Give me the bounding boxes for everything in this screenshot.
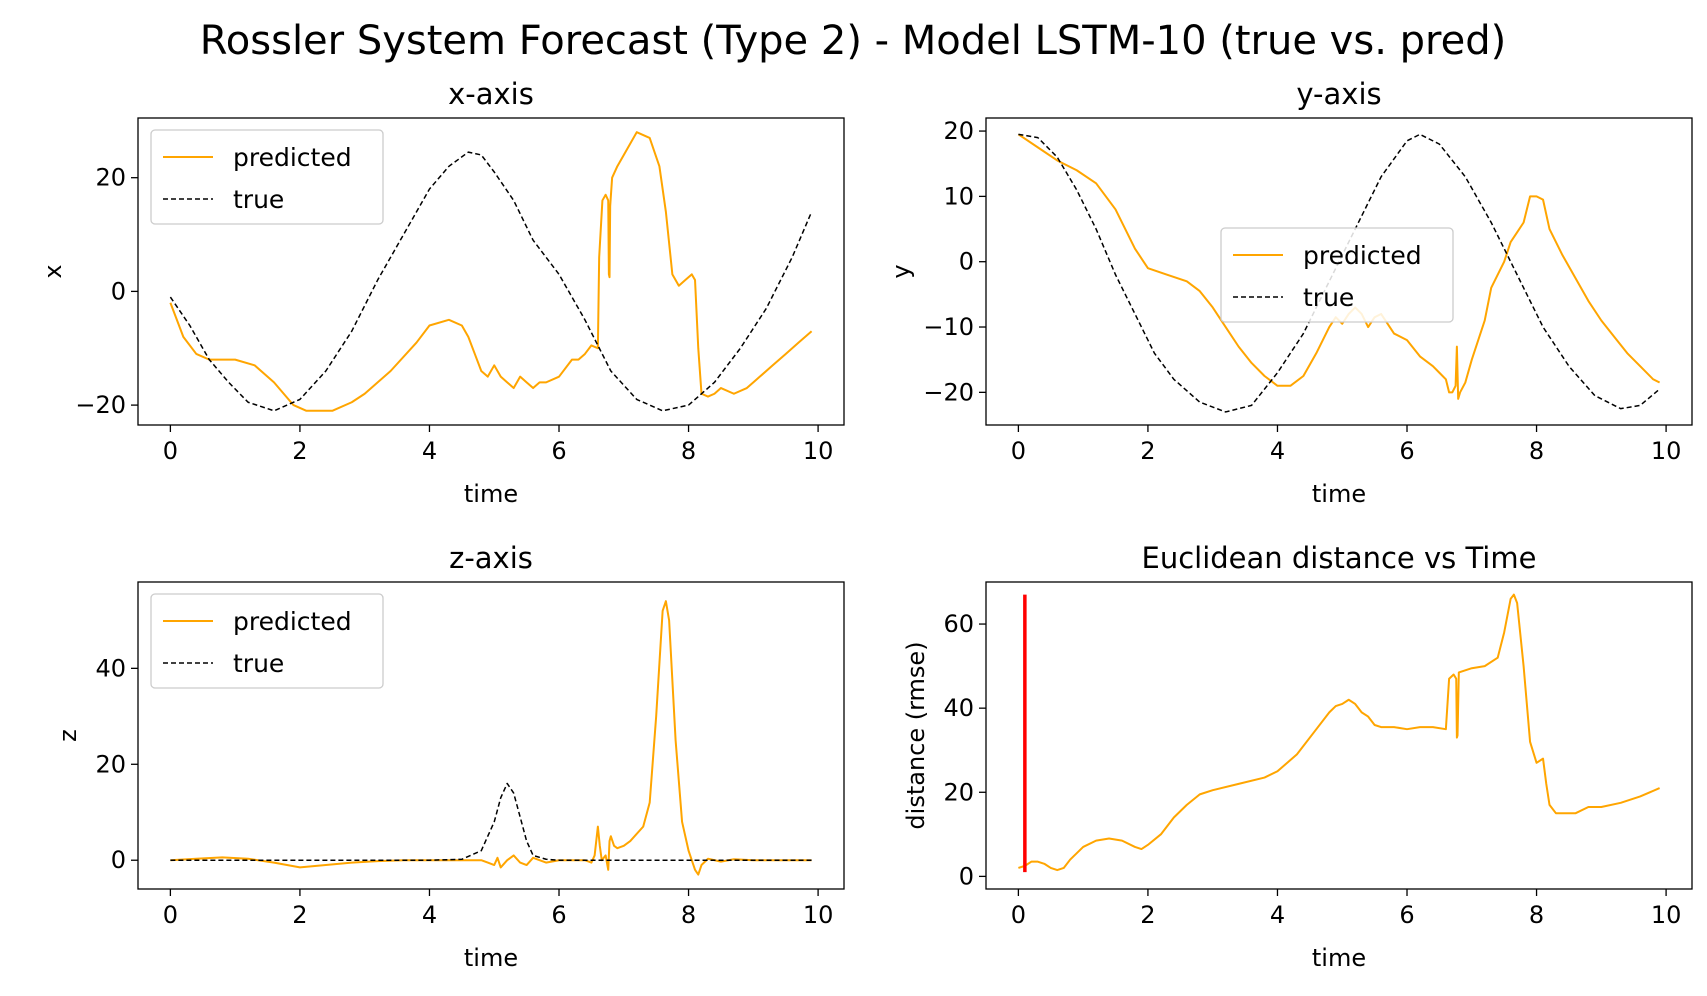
subplot-2: y-axis 0 2 4 6 8 10 −20 −10 0 10 20 time y predicted tr… [887, 77, 1693, 508]
true-series-line [169, 151, 813, 412]
y-tick-label: 60 [943, 610, 974, 638]
y-tick-label: 0 [959, 248, 974, 276]
axes-frame [137, 117, 845, 426]
true-series-line [1018, 133, 1661, 413]
x-tick-label: 6 [1399, 901, 1414, 929]
legend-frame [150, 593, 384, 689]
x-tick-label: 2 [1140, 901, 1155, 929]
x-tick-label: 4 [422, 901, 437, 929]
x-axis-label: time [1312, 480, 1366, 508]
x-tick-label: 6 [551, 437, 566, 465]
x-axis-label: time [464, 944, 518, 972]
y-tick-label: 0 [111, 277, 126, 305]
x-tick-label: 6 [551, 901, 566, 929]
legend-frame [1220, 227, 1454, 323]
x-tick-label: 2 [292, 437, 307, 465]
x-tick-label: 0 [1011, 901, 1026, 929]
x-tick-label: 10 [803, 437, 834, 465]
y-tick-label: 20 [95, 750, 126, 778]
y-axis-label: distance (rmse) [902, 641, 930, 829]
legend-label-true: true [233, 185, 284, 214]
legend-label-predicted: predicted [233, 143, 352, 172]
y-tick-label: 20 [95, 164, 126, 192]
legend-label-true: true [1303, 283, 1354, 312]
subplot-1: x-axis 0 2 4 6 8 10 −20 0 20 time x predicted true [39, 77, 845, 508]
predicted-series-line [1017, 133, 1661, 400]
x-tick-label: 0 [163, 901, 178, 929]
x-tick-label: 10 [1651, 901, 1682, 929]
y-tick-label: 10 [943, 182, 974, 210]
true-series-line [170, 782, 812, 861]
plot-area [169, 131, 813, 412]
distance-series-line [1018, 593, 1661, 872]
x-tick-label: 2 [292, 901, 307, 929]
y-axis-label: z [54, 729, 82, 742]
subplot-4: Euclidean distance vs Time 0 2 4 6 8 10 0 20 40 60… [902, 541, 1693, 972]
subplot-title: y-axis [1296, 77, 1381, 111]
x-tick-label: 10 [1651, 437, 1682, 465]
x-tick-label: 8 [1529, 437, 1544, 465]
x-tick-label: 4 [422, 437, 437, 465]
y-tick-label: 0 [111, 846, 126, 874]
plot-area [170, 600, 812, 876]
x-axis-label: time [464, 480, 518, 508]
y-tick-label: 20 [943, 117, 974, 145]
axes-frame [137, 581, 845, 890]
x-tick-label: 6 [1399, 437, 1414, 465]
legend-label-predicted: predicted [1303, 241, 1422, 270]
x-tick-label: 8 [1529, 901, 1544, 929]
x-tick-label: 8 [681, 437, 696, 465]
subplot-title: x-axis [448, 77, 534, 111]
plot-area [1018, 593, 1661, 872]
x-tick-label: 10 [803, 901, 834, 929]
y-axis-label: x [39, 264, 67, 278]
legend-label-predicted: predicted [233, 607, 352, 636]
legend: predicted true [150, 129, 384, 225]
legend-label-true: true [233, 649, 284, 678]
y-tick-label: 20 [943, 778, 974, 806]
subplot-3: z-axis 0 2 4 6 8 10 0 20 40 time z predicted true [54, 541, 845, 972]
x-tick-label: 8 [681, 901, 696, 929]
y-tick-label: −10 [923, 313, 974, 341]
subplot-title: z-axis [449, 541, 533, 575]
legend-frame [150, 129, 384, 225]
x-tick-label: 4 [1270, 437, 1285, 465]
y-axis-label: y [887, 264, 915, 278]
x-tick-label: 0 [1011, 437, 1026, 465]
y-tick-label: 40 [95, 654, 126, 682]
y-tick-label: 40 [943, 694, 974, 722]
plot-area [1017, 133, 1661, 413]
legend: predicted true [1220, 227, 1454, 323]
subplot-title: Euclidean distance vs Time [1142, 541, 1537, 575]
x-tick-label: 2 [1140, 437, 1155, 465]
predicted-series-line [169, 131, 813, 412]
y-tick-label: 0 [959, 862, 974, 890]
x-tick-label: 0 [163, 437, 178, 465]
y-tick-label: −20 [75, 391, 126, 419]
y-tick-label: −20 [923, 378, 974, 406]
x-tick-label: 4 [1270, 901, 1285, 929]
x-axis-label: time [1312, 944, 1366, 972]
axes-frame [985, 117, 1693, 426]
axes-frame [985, 581, 1693, 890]
figure-title: Rossler System Forecast (Type 2) - Model… [200, 18, 1506, 64]
legend: predicted true [150, 593, 384, 689]
